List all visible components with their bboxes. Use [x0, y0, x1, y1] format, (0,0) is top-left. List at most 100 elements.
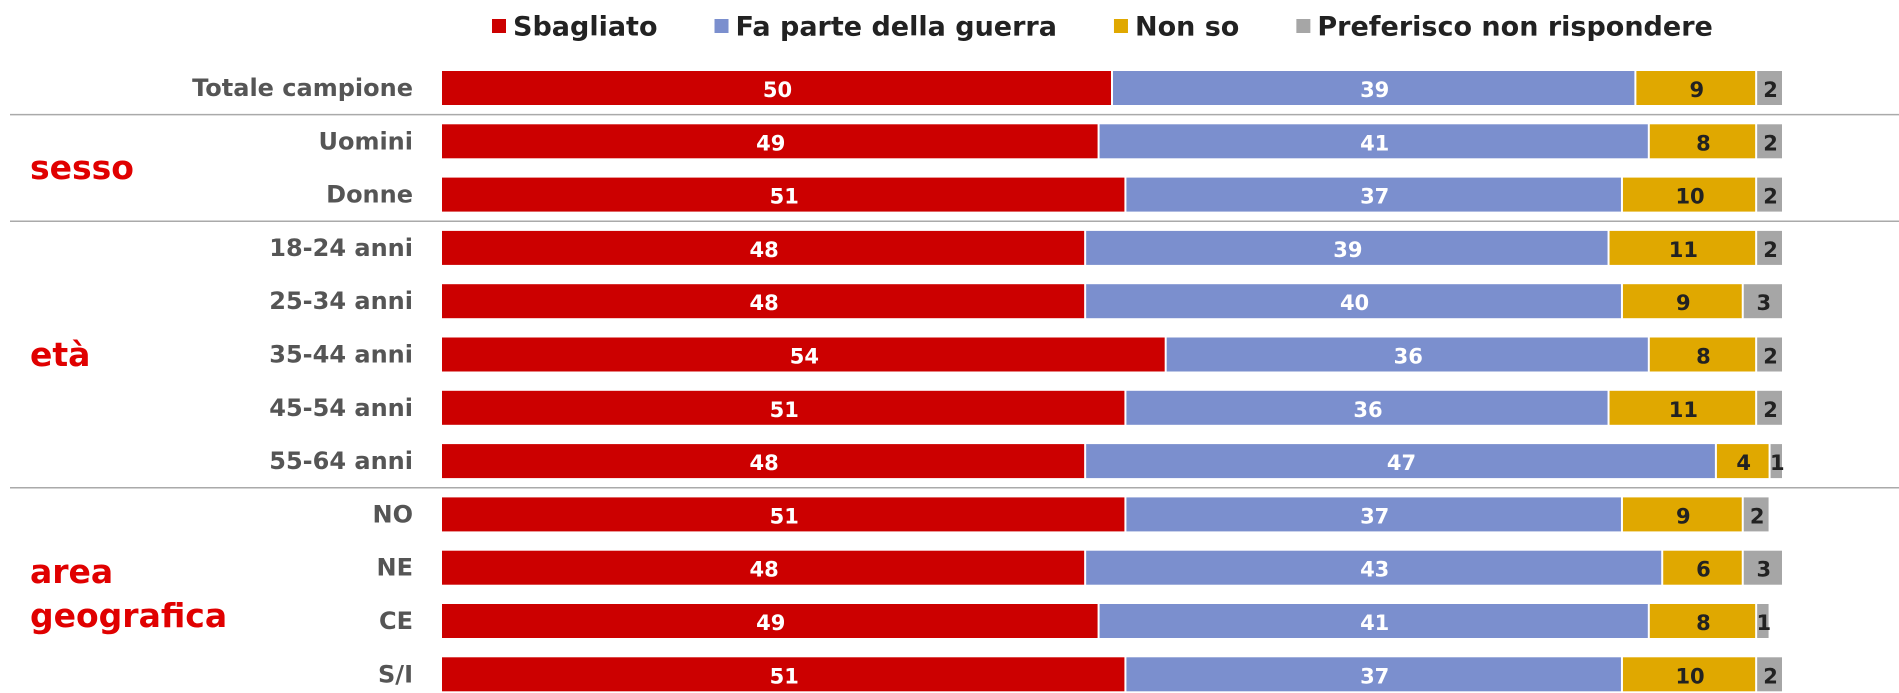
bar-segment	[1757, 177, 1782, 212]
bar-segment	[1757, 604, 1769, 638]
bar-segment	[442, 284, 1085, 319]
data-label: 54	[790, 345, 819, 369]
data-label: 8	[1696, 611, 1711, 635]
bar-segment	[1099, 124, 1648, 159]
bar-segment	[1609, 230, 1756, 265]
bar-segment	[1770, 444, 1782, 479]
row-label: 55-64 anni	[269, 447, 413, 475]
data-label: 37	[1360, 504, 1389, 528]
data-label: 9	[1689, 78, 1704, 102]
data-label: 50	[763, 78, 792, 102]
bar-segment	[442, 604, 1098, 638]
data-label: 10	[1675, 664, 1704, 688]
data-label: 3	[1757, 558, 1772, 582]
bar-segment	[1757, 124, 1782, 159]
legend-swatch	[1113, 19, 1128, 33]
data-label: 51	[770, 185, 799, 209]
data-label: 51	[770, 504, 799, 528]
data-label: 2	[1750, 504, 1765, 528]
bar-segment	[442, 497, 1125, 532]
data-label: 3	[1757, 291, 1772, 315]
bar-segment	[1743, 550, 1782, 585]
data-label: 37	[1360, 664, 1389, 688]
data-label: 1	[1757, 611, 1772, 635]
data-label: 48	[749, 558, 778, 582]
data-label: 36	[1353, 398, 1382, 422]
bar-segment	[1086, 284, 1621, 319]
bar-segment	[442, 390, 1125, 425]
data-label: 11	[1669, 238, 1698, 262]
bar-segment	[1636, 71, 1756, 105]
bar-segment	[1622, 497, 1742, 532]
bar-segment	[1649, 604, 1756, 638]
data-label: 47	[1387, 451, 1416, 475]
bar-segment	[1716, 444, 1769, 479]
bar-segment	[442, 71, 1111, 105]
bar-segment	[442, 657, 1125, 692]
bar-segment	[1622, 177, 1756, 212]
data-label: 41	[1360, 611, 1389, 635]
data-label: 8	[1696, 131, 1711, 155]
data-label: 2	[1763, 664, 1778, 688]
row-label: 25-34 anni	[269, 287, 413, 315]
bar-segment	[442, 444, 1085, 479]
data-label: 6	[1696, 558, 1711, 582]
bar-segment	[1126, 657, 1621, 692]
data-label: 9	[1676, 504, 1691, 528]
group-label: sesso	[30, 147, 134, 187]
data-label: 39	[1333, 238, 1362, 262]
data-label: 2	[1763, 131, 1778, 155]
data-label: 48	[749, 238, 778, 262]
data-label: 43	[1360, 558, 1389, 582]
legend-swatch	[492, 19, 506, 33]
data-label: 49	[756, 611, 785, 635]
legend-swatch	[714, 19, 729, 33]
bar-segment	[442, 124, 1098, 159]
bar-segment	[1757, 337, 1782, 372]
bar-segment	[1099, 604, 1648, 638]
row-label: 45-54 anni	[269, 394, 413, 422]
data-label: 48	[749, 451, 778, 475]
bar-segment	[1757, 657, 1782, 692]
bar-segment	[1126, 390, 1608, 425]
row-label: CE	[379, 607, 413, 635]
data-label: 2	[1763, 398, 1778, 422]
row-label: 35-44 anni	[269, 341, 413, 369]
group-label: area geografica	[30, 552, 228, 636]
bar-segment	[442, 230, 1085, 265]
data-label: 51	[770, 664, 799, 688]
bar-segment	[1609, 390, 1756, 425]
data-label: 40	[1340, 291, 1369, 315]
bar-segment	[1086, 230, 1608, 265]
data-label: 2	[1763, 78, 1778, 102]
bar-segment	[1663, 550, 1742, 585]
data-label: 39	[1360, 78, 1389, 102]
data-label: 11	[1669, 398, 1698, 422]
bar-segment	[442, 177, 1125, 212]
bar-segment	[1622, 657, 1756, 692]
data-label: 9	[1676, 291, 1691, 315]
group-label: età	[30, 334, 91, 374]
data-label: 10	[1675, 185, 1704, 209]
bar-segment	[1126, 177, 1621, 212]
data-label: 2	[1763, 185, 1778, 209]
bar-segment	[1622, 284, 1742, 319]
data-label: 48	[749, 291, 778, 315]
row-label: 18-24 anni	[269, 234, 413, 262]
row-label: Donne	[326, 181, 413, 209]
bar-segment	[1757, 230, 1782, 265]
bar-segment	[1086, 550, 1662, 585]
bar-segment	[1086, 444, 1715, 479]
data-label: 2	[1763, 345, 1778, 369]
legend-swatch	[1296, 19, 1311, 33]
data-label: 2	[1763, 238, 1778, 262]
bar-segment	[442, 337, 1165, 372]
bar-segment	[1757, 71, 1782, 105]
bar-segment	[1649, 337, 1756, 372]
data-label: 8	[1696, 345, 1711, 369]
data-label: 41	[1360, 131, 1389, 155]
row-label: NE	[377, 554, 413, 582]
data-label: 1	[1770, 451, 1785, 475]
row-label: Totale campione	[192, 74, 413, 102]
